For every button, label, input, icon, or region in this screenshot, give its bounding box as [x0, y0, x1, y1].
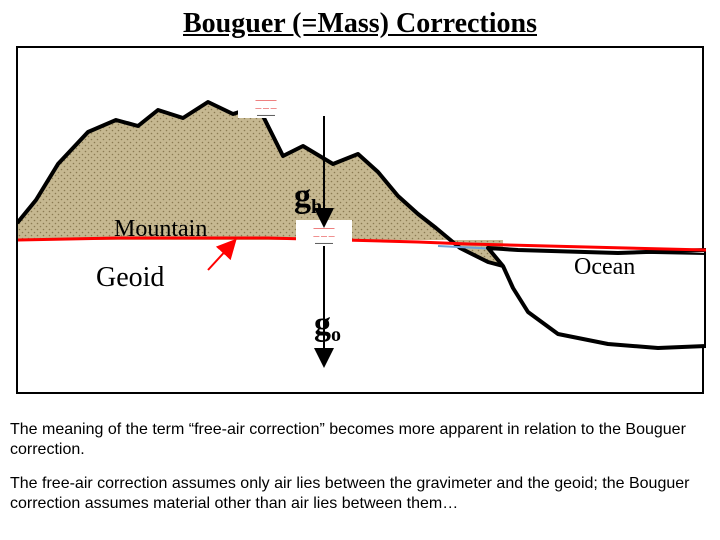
go-main: g [314, 306, 331, 343]
red-label-box-lower: ——— — — — ——— [296, 220, 352, 247]
slide-title: Bouguer (=Mass) Corrections [0, 8, 720, 40]
paragraph-2: The free-air correction assumes only air… [10, 474, 710, 515]
label-geoid: Geoid [96, 262, 164, 294]
svg-text:— — —: — — — [255, 106, 276, 112]
label-mountain: Mountain [114, 216, 207, 243]
go-sub: o [331, 324, 341, 346]
label-ocean: Ocean [574, 254, 635, 281]
geoid-pointer-arrow [208, 246, 230, 270]
svg-text:— — —: — — — [313, 234, 334, 240]
label-go: go [314, 306, 341, 344]
gh-sub: h [311, 196, 322, 218]
svg-text:———: ——— [256, 97, 277, 104]
paragraph-1: The meaning of the term “free-air correc… [10, 420, 710, 461]
svg-text:———: ——— [314, 225, 335, 232]
label-gh: gh [294, 178, 322, 216]
svg-text:———: ——— [257, 113, 275, 119]
gh-main: g [294, 178, 311, 215]
red-label-box-upper: ——— — — — ——— [238, 92, 294, 119]
